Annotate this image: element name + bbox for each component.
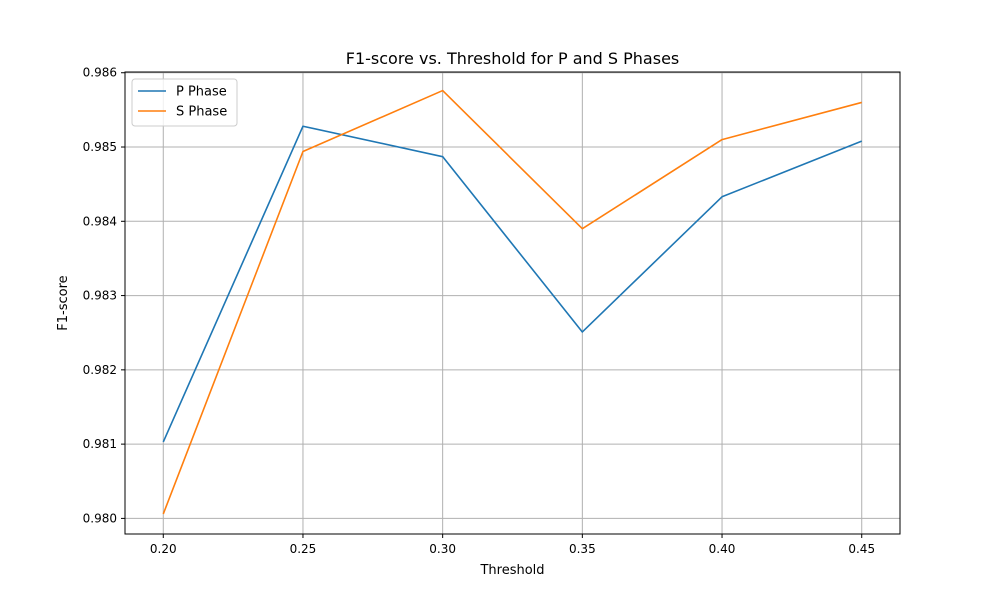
x-axis-label: Threshold xyxy=(479,563,544,578)
y-tick-label: 0.981 xyxy=(83,437,117,451)
y-axis-label: F1-score xyxy=(56,275,71,330)
p-phase-line xyxy=(162,125,863,443)
p-phase-legend-label: P Phase xyxy=(176,85,227,100)
x-tick-label: 0.40 xyxy=(709,542,736,556)
s-phase-line xyxy=(162,89,862,515)
y-tick-label: 0.984 xyxy=(83,214,117,228)
s-phase-legend-label: S Phase xyxy=(176,105,227,120)
plot-frame xyxy=(124,71,901,535)
x-tick-label: 0.45 xyxy=(848,542,875,556)
y-tick-label: 0.986 xyxy=(83,66,117,80)
y-tick-label: 0.982 xyxy=(83,363,117,377)
grid xyxy=(125,72,900,534)
chart-title: F1-score vs. Threshold for P and S Phase… xyxy=(346,49,680,68)
x-tick-label: 0.25 xyxy=(290,542,317,556)
series-lines xyxy=(162,89,863,515)
x-tick-label: 0.35 xyxy=(569,542,596,556)
y-tick-label: 0.980 xyxy=(83,511,117,525)
x-axis-ticks: 0.20 0.25 0.30 0.35 0.40 0.45 xyxy=(150,534,875,556)
legend: P Phase S Phase xyxy=(131,78,238,127)
x-tick-label: 0.30 xyxy=(429,542,456,556)
y-tick-label: 0.985 xyxy=(83,140,117,154)
x-tick-label: 0.20 xyxy=(150,542,177,556)
y-tick-label: 0.983 xyxy=(83,289,117,303)
y-axis-ticks: 0.980 0.981 0.982 0.983 0.984 0.985 0.986 xyxy=(83,66,125,525)
